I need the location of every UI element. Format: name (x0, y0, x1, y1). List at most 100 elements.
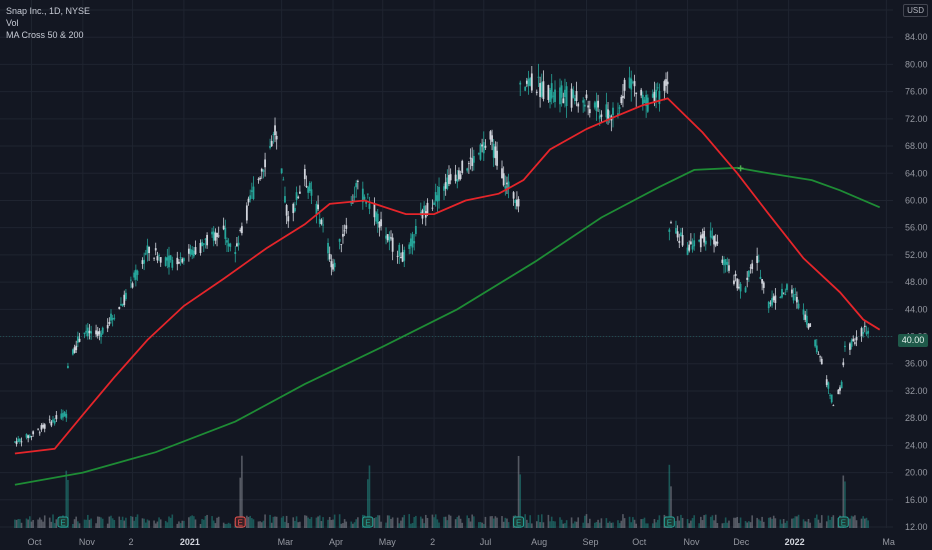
volume-bar (494, 516, 497, 528)
volume-bar (473, 516, 475, 528)
candle-body (525, 80, 528, 84)
volume-bar (284, 521, 286, 528)
time-axis[interactable]: Oct Nov 2 2021 Mar Apr May 2 Jul Aug Sep Oct Nov Dec 2… (27, 537, 894, 547)
volume-bar (29, 516, 31, 528)
volume-bar (408, 514, 411, 528)
volume-bar (401, 517, 404, 528)
volume-bar (368, 465, 371, 528)
volume-bar (154, 523, 157, 528)
currency-badge[interactable]: USD (903, 4, 928, 17)
candle-body (839, 387, 841, 391)
volume-bar (400, 520, 402, 528)
volume-bar (85, 519, 87, 528)
ma-cross-indicator-label[interactable]: MA Cross 50 & 200 (6, 30, 84, 40)
candle-body (431, 207, 434, 209)
candle-body (434, 192, 437, 201)
symbol-title[interactable]: Snap Inc., 1D, NYSE (6, 6, 91, 16)
candle-body (466, 168, 469, 171)
volume-bar (202, 519, 205, 528)
candle-body (356, 180, 359, 182)
candle-body (234, 251, 237, 254)
volume-bar (506, 518, 508, 528)
candle-body (792, 294, 795, 301)
candle-body (562, 98, 565, 104)
candle-body (73, 347, 76, 353)
volume-bar (825, 521, 828, 528)
volume-bar (443, 516, 445, 528)
volume-bar (653, 519, 656, 528)
volume-bar (468, 518, 470, 528)
volume-bar (864, 518, 866, 528)
candle-body (53, 420, 56, 424)
volume-bar (565, 520, 568, 528)
volume-bar (656, 519, 659, 528)
volume-bar (309, 518, 311, 528)
volume-bar (299, 521, 301, 528)
volume-bar (101, 518, 104, 528)
volume-bar (352, 523, 354, 528)
candle-body (640, 89, 643, 96)
volume-bar (492, 518, 495, 528)
volume-bar (484, 516, 487, 528)
candle-body (43, 424, 46, 429)
volume-bar (398, 523, 401, 528)
y-tick-label: 48.00 (905, 277, 928, 287)
volume-bar (373, 517, 376, 528)
candle-body (285, 205, 288, 216)
volume-bar (431, 514, 434, 528)
candle-body (386, 234, 389, 241)
volume-bar (37, 519, 39, 528)
candle-body (842, 362, 845, 366)
volume-bar (239, 477, 242, 528)
candle-body (71, 349, 74, 355)
candle-body (30, 436, 33, 437)
price-axis[interactable]: 12.0016.0020.0024.0028.0032.0036.0040.00… (905, 5, 928, 532)
volume-bar (542, 522, 545, 528)
volume-bar (714, 514, 717, 528)
candle-body (631, 81, 634, 83)
volume-bar (471, 514, 473, 528)
volume-bar (552, 521, 555, 528)
candle-body (390, 237, 392, 239)
candle-body (322, 224, 324, 226)
volume-bar (27, 519, 29, 528)
candle-body (514, 199, 517, 203)
candle-body (206, 234, 208, 246)
volume-bar (125, 517, 127, 528)
volume-bar (575, 521, 578, 528)
volume-bar (214, 523, 217, 528)
y-tick-label: 28.00 (905, 413, 928, 423)
candle-body (303, 168, 306, 180)
candle-body (154, 248, 157, 251)
volume-bar (593, 522, 596, 528)
candle-body (305, 185, 308, 188)
volume-bar (90, 518, 92, 528)
volume-bar (304, 515, 306, 528)
candle-body (641, 94, 644, 105)
volume-bars (14, 455, 869, 528)
candle-body (27, 435, 30, 439)
candle-body (284, 196, 286, 203)
candle-body (143, 259, 146, 264)
volume-bar (640, 519, 642, 528)
candle-body (549, 89, 551, 102)
candle-body (179, 256, 182, 258)
volume-bar (645, 523, 647, 528)
volume-bar (612, 522, 614, 528)
volume-indicator-label[interactable]: Vol (6, 18, 19, 28)
volume-bar (434, 514, 437, 528)
volume-bar (774, 518, 777, 528)
volume-bar (275, 516, 278, 528)
candle-body (62, 413, 64, 418)
candle-body (90, 331, 93, 334)
candle-body (18, 438, 21, 442)
candle-body (202, 243, 205, 245)
candle-body (48, 419, 51, 421)
candle-body (863, 325, 866, 327)
volume-bar (655, 522, 657, 528)
candle-body (681, 235, 684, 246)
volume-bar (759, 520, 762, 528)
candle-body (781, 288, 783, 298)
